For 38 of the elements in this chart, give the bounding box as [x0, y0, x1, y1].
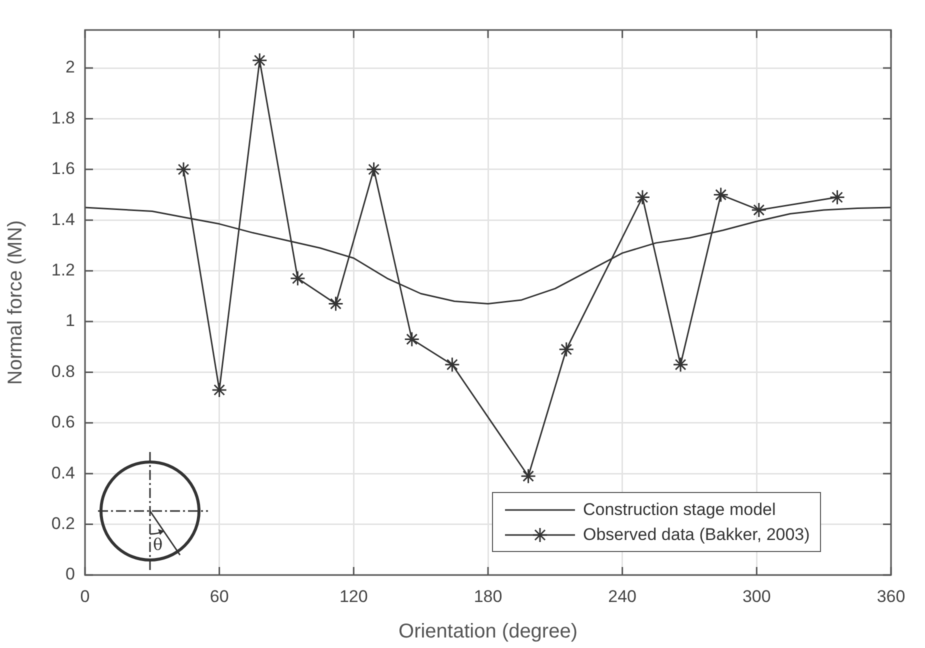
y-tick-label: 1.2	[51, 260, 75, 280]
point	[672, 356, 688, 372]
y-tick-label: 0.2	[51, 514, 75, 533]
point	[444, 356, 460, 372]
x-tick-label: 180	[474, 586, 502, 606]
x-axis-title: Orientation (degree)	[398, 620, 578, 643]
point	[520, 468, 536, 484]
legend-label: Construction stage model	[583, 500, 776, 520]
x-tick-label: 240	[608, 586, 637, 606]
y-tick-label: 2	[66, 58, 75, 77]
point	[212, 382, 228, 398]
point	[830, 190, 846, 206]
point	[252, 52, 268, 68]
x-tick-label: 300	[742, 586, 771, 606]
y-tick-label: 1.6	[51, 159, 75, 178]
point	[634, 190, 650, 206]
y-tick-label: 0.6	[51, 412, 75, 432]
legend-label: Observed data (Bakker, 2003)	[583, 524, 810, 544]
x-tick-label: 0	[80, 586, 90, 606]
y-tick-label: 1.8	[51, 108, 75, 128]
annotation: θ	[153, 535, 163, 554]
y-tick-label: 0.8	[51, 362, 75, 381]
y-tick-label: 0.4	[51, 463, 75, 482]
x-tick-label: 360	[876, 586, 906, 606]
point	[751, 202, 767, 218]
point	[404, 332, 420, 348]
point	[328, 296, 344, 312]
x-tick-label: 120	[339, 586, 368, 606]
point	[366, 162, 382, 178]
point	[176, 162, 192, 178]
y-tick-label: 0	[66, 564, 75, 584]
point	[713, 187, 729, 203]
point	[290, 270, 306, 286]
y-tick-label: 1.4	[51, 210, 75, 229]
y-axis-title: Normal force (MN)	[4, 220, 27, 385]
y-tick-label: 1	[66, 311, 75, 330]
point	[558, 342, 574, 358]
x-tick-label: 60	[210, 586, 229, 606]
